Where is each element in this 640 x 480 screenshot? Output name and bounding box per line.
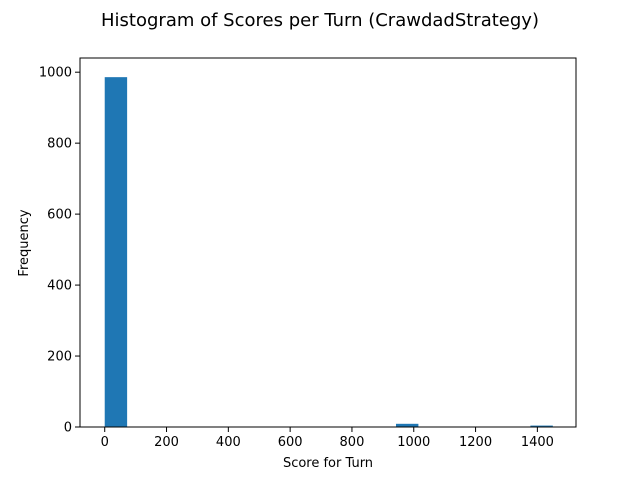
chart-title: Histogram of Scores per Turn (CrawdadStr… xyxy=(101,10,539,31)
x-axis-label: Score for Turn xyxy=(283,456,373,471)
histogram-bar xyxy=(104,77,128,428)
x-tick-label: 800 xyxy=(340,435,365,450)
x-tick-label: 200 xyxy=(154,435,179,450)
histogram-bar xyxy=(530,425,553,427)
x-axis-ticks: 0 200 400 600 800 1000 1200 1400 xyxy=(101,427,554,450)
x-tick-label: 1400 xyxy=(521,435,554,450)
y-tick-label: 200 xyxy=(47,350,72,365)
y-tick-label: 600 xyxy=(47,208,72,223)
y-axis-label: Frequency xyxy=(17,209,32,276)
x-tick-label: 0 xyxy=(101,435,109,450)
y-tick-label: 800 xyxy=(47,137,72,152)
x-tick-label: 600 xyxy=(278,435,303,450)
x-tick-label: 1200 xyxy=(459,435,492,450)
y-axis-ticks: 0 200 400 600 800 1000 xyxy=(39,66,80,436)
plot-frame xyxy=(79,57,577,428)
bars-group xyxy=(104,77,553,428)
y-tick-label: 0 xyxy=(64,421,72,436)
x-tick-label: 400 xyxy=(216,435,241,450)
x-tick-label: 1000 xyxy=(397,435,430,450)
y-tick-label: 400 xyxy=(47,279,72,294)
y-tick-label: 1000 xyxy=(39,66,72,81)
histogram-bar xyxy=(395,423,419,427)
